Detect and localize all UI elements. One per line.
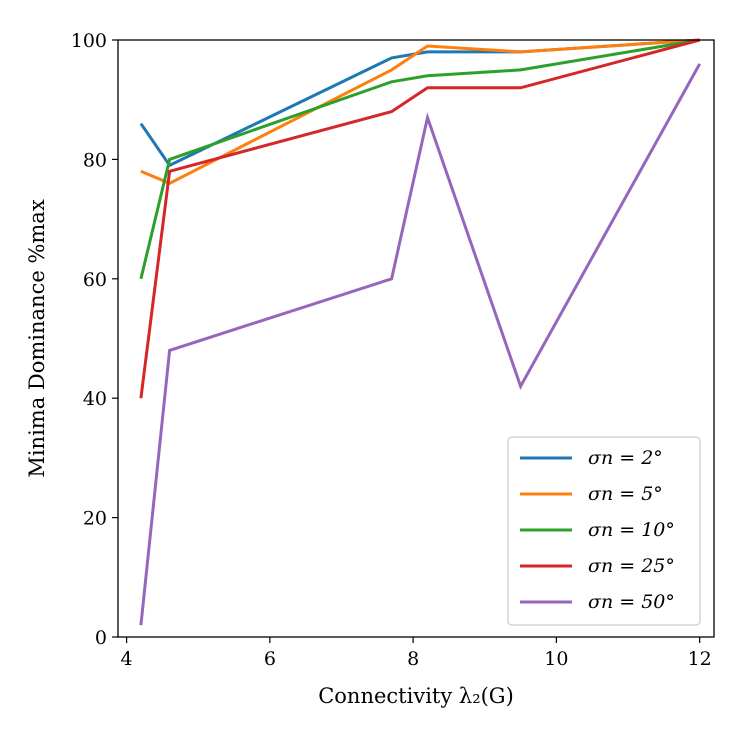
legend-box [507,436,701,626]
y-tick-label: 60 [83,269,107,291]
legend-entry-5: σn = 50° [588,591,675,613]
y-axis: 0 20 40 60 80 100 [71,30,118,649]
legend-entry-1: σn = 2° [588,447,663,469]
series-layer [139,38,702,626]
y-tick-label: 20 [83,508,107,530]
series-line-4 [139,38,701,399]
legend: σn = 2° σn = 5° σn = 10° σn = 25° σn = 50° [507,436,701,626]
y-tick-label: 80 [83,149,107,171]
x-tick-label: 12 [688,648,712,670]
series-line-5 [139,63,702,626]
x-tick-label: 8 [407,648,419,670]
x-axis-label: Connectivity λ₂(G) [318,684,514,708]
series-line-3 [139,38,700,280]
y-tick-label: 100 [71,30,107,52]
x-tick-label: 10 [544,648,568,670]
legend-entry-2: σn = 5° [588,483,663,505]
plot-frame [117,39,715,638]
x-tick-label: 4 [121,648,133,670]
y-tick-label: 40 [83,388,107,410]
x-axis: 4 6 8 10 12 [121,637,712,670]
y-tick-label: 0 [95,627,107,649]
legend-entry-4: σn = 25° [588,555,675,577]
y-axis-label: Minima Dominance %max [25,199,49,477]
x-tick-label: 6 [264,648,276,670]
legend-entry-3: σn = 10° [588,519,675,541]
